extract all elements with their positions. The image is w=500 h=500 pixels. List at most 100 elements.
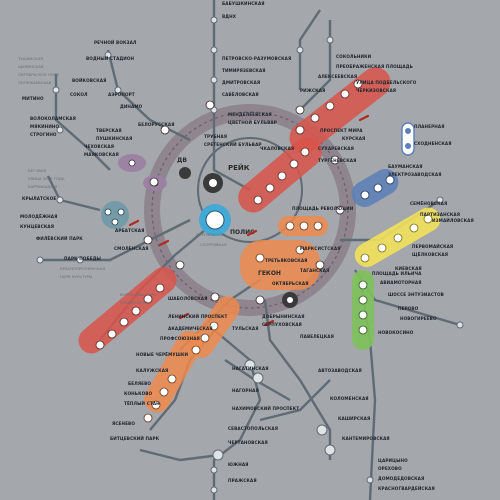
label-station: ЧЕРКИЗОВСКАЯ	[356, 88, 396, 93]
label-station: ПЛОЩАДЬ РЕВОЛЮЦИИ	[292, 206, 354, 211]
blockade-markers	[128, 114, 370, 327]
label-station: СХОДНЕНСКАЯ	[414, 141, 452, 146]
label-station: БИТЦЕВСКИЙ ПАРК	[110, 436, 160, 441]
label-station: МИТИНО	[22, 96, 44, 101]
label-station: РИЖСКАЯ	[300, 88, 325, 93]
label-station: ПЕРВОМАЙСКАЯ	[412, 244, 453, 249]
label-station: АРБАТСКАЯ	[115, 228, 144, 233]
label-station: КАЛУЖСКАЯ	[136, 368, 168, 373]
label-station: ТЁПЛЫЙ СТАН	[124, 401, 160, 406]
label-station: ТВЕРСКАЯ	[96, 128, 122, 133]
label-station: СМОЛЕНСКАЯ	[114, 246, 149, 251]
label-station: КАНТЕМИРОВСКАЯ	[342, 436, 390, 441]
label-outer: ВОРОБЬЁВЫ ГОРЫ	[120, 292, 157, 297]
zone-green-east[interactable]	[352, 270, 374, 350]
label-outer: СПОРТИВНАЯ	[200, 242, 227, 247]
label-station: СЕМЁНОВСКАЯ	[410, 201, 447, 206]
zone-gekon-label: ГЕКОН	[258, 270, 281, 277]
label-station: ПЕРОВО	[398, 306, 419, 311]
label-station: КУРСКАЯ	[342, 136, 365, 141]
station-labels: БАБУШКИНСКАЯ ВДНХ АЛЕКСЕЕВСКАЯ РИЖСКАЯ П…	[20, 1, 474, 491]
label-station: КИЕВСКАЯ	[395, 266, 422, 271]
label-station: СУХАРЕВСКАЯ	[318, 146, 354, 151]
label-station: ПАВЕЛЕЦКАЯ	[300, 334, 334, 339]
label-station: ПЕТРОВСКО-РАЗУМОВСКАЯ	[222, 56, 291, 61]
label-station: СЕРПУХОВСКАЯ	[262, 322, 302, 327]
label-station: ЦВЕТНОЙ БУЛЬВАР	[228, 120, 277, 125]
zone-red-northeast[interactable]	[283, 61, 396, 159]
label-station: ПРАЖСКАЯ	[228, 478, 257, 483]
zone-polis-label: ПОЛИС	[230, 229, 255, 236]
label-station: БЕЛОРУССКАЯ	[138, 122, 175, 127]
label-station: ТИМИРЯЗЕВСКАЯ	[222, 68, 266, 73]
label-station: ВОЛОКОЛАМСКАЯ	[30, 116, 76, 121]
zone-orange-south[interactable]	[140, 326, 208, 423]
label-station: ЧКАЛОВСКАЯ	[260, 146, 294, 151]
label-station: РЕЧНОЙ ВОКЗАЛ	[94, 40, 137, 45]
label-station: СОКОЛЬНИКИ	[336, 54, 372, 59]
zone-red-reyk[interactable]	[232, 131, 328, 218]
ring-line[interactable]	[144, 104, 356, 316]
label-station: ТРУБНАЯ	[204, 134, 227, 139]
zone-polis[interactable]: ПОЛИС	[199, 204, 255, 236]
zone-yellow-east[interactable]	[350, 203, 444, 271]
label-station: КАШИРСКАЯ	[338, 416, 370, 421]
zone-blue-topright[interactable]	[401, 122, 415, 156]
label-outer: ПАРК КУЛЬТУРЫ	[60, 274, 92, 279]
label-outer: БЕГОВАЯ	[28, 168, 47, 173]
inner-ring	[197, 137, 303, 243]
label-station: НОВОКОСИНО	[378, 330, 414, 335]
zone-reyk-hub[interactable]: РЕЙК ДВ	[177, 157, 298, 308]
label-station: ВДНХ	[222, 14, 237, 19]
label-station: ПАРК ПОБЕДЫ	[64, 256, 101, 261]
zone-orange-top[interactable]	[278, 216, 328, 236]
label-station: ДИНАМО	[120, 104, 143, 109]
label-station: ПАРТИЗАНСКАЯ	[420, 212, 460, 217]
label-station: КОЛОМЕНСКАЯ	[330, 396, 369, 401]
label-station: АЛЕКСЕЕВСКАЯ	[318, 74, 357, 79]
zone-orange-center[interactable]	[185, 291, 245, 362]
label-outer: ТУШИНСКАЯ	[17, 56, 43, 61]
label-station: СЕВАСТОПОЛЬСКАЯ	[228, 426, 278, 431]
zone-reyk-label: РЕЙК	[228, 163, 250, 172]
label-station: НАХИМОВСКИЙ ПРОСПЕКТ	[232, 406, 299, 411]
label-station: БЕЛЯЕВО	[128, 381, 151, 386]
label-station: МЕНДЕЛЕЕВСКАЯ	[228, 112, 272, 117]
zone-blue-east[interactable]	[347, 164, 403, 212]
zone-dv-label: ДВ	[177, 157, 187, 164]
label-station: ПУШКИНСКАЯ	[96, 136, 132, 141]
label-station: ВОДНЫЙ СТАДИОН	[86, 56, 135, 61]
label-station: ШОССЕ ЭНТУЗИАСТОВ	[388, 292, 444, 297]
label-station: БАБУШКИНСКАЯ	[222, 1, 265, 6]
label-station: АВТОЗАВОДСКАЯ	[318, 368, 362, 373]
label-station: ПЛАНЕРНАЯ	[414, 124, 445, 129]
label-station: СТРОГИНО	[30, 132, 57, 137]
label-station: ЯСЕНЕВО	[112, 421, 135, 426]
ring-stations[interactable]	[143, 100, 345, 305]
label-station: АКАДЕМИЧЕСКАЯ	[168, 326, 213, 331]
outer-labels: ТУШИНСКАЯ ЩУКИНСКАЯ ОКТЯБРЬСКОЕ ПОЛЕ ПОЛ…	[17, 56, 227, 305]
zone-teal-west[interactable]	[101, 201, 129, 229]
zone-orange-gekon[interactable]: ГЕКОН	[240, 240, 320, 290]
label-outer: ЩУКИНСКАЯ	[18, 64, 44, 69]
label-station: КУНЦЕВСКАЯ	[20, 224, 54, 229]
station-dots	[36, 16, 464, 494]
label-station: ДМИТРОВСКАЯ	[222, 80, 260, 85]
label-station: ИЗМАЙЛОВСКАЯ	[432, 218, 474, 223]
label-station: НОВЫЕ ЧЕРЁМУШКИ	[136, 352, 188, 357]
label-station: МАЯКОВСКАЯ	[84, 152, 119, 157]
label-station: НОВОГИРЕЕВО	[400, 316, 437, 321]
label-station: ДОМОДЕДОВСКАЯ	[378, 476, 424, 481]
label-station: МОЛОДЁЖНАЯ	[20, 214, 57, 219]
label-station: ОКТЯБРЬСКАЯ	[272, 281, 309, 286]
label-station: ФИЛЁВСКИЙ ПАРК	[36, 236, 83, 241]
label-station: ЩЁЛКОВСКАЯ	[412, 252, 448, 257]
label-station: ЛЕНИНСКИЙ ПРОСПЕКТ	[168, 314, 228, 319]
zone-red-southwest[interactable]	[73, 262, 182, 359]
label-station: НАГАТИНСКАЯ	[232, 366, 269, 371]
label-station: АЭРОПОРТ	[108, 92, 135, 97]
label-station: КРЫЛАТСКОЕ	[22, 196, 56, 201]
label-station: УЛИЦА ПОДБЕЛЬСКОГО	[356, 80, 417, 85]
label-station: СОКОЛ	[70, 92, 88, 97]
